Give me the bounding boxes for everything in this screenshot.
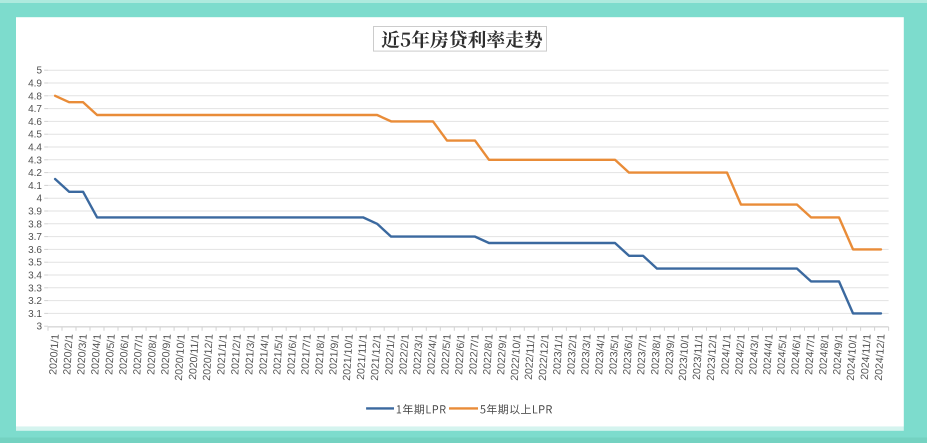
svg-text:2022/4/1: 2022/4/1 bbox=[425, 333, 439, 375]
svg-text:2024/2/1: 2024/2/1 bbox=[733, 333, 747, 375]
svg-text:3.6: 3.6 bbox=[28, 245, 42, 256]
svg-text:2020/11/1: 2020/11/1 bbox=[187, 333, 202, 380]
svg-text:3: 3 bbox=[36, 322, 42, 333]
svg-text:2023/7/1: 2023/7/1 bbox=[635, 333, 649, 375]
svg-text:2024/6/1: 2024/6/1 bbox=[789, 333, 803, 375]
svg-text:2024/1/1: 2024/1/1 bbox=[719, 333, 733, 375]
svg-text:2022/11/1: 2022/11/1 bbox=[523, 333, 538, 380]
svg-text:3.3: 3.3 bbox=[28, 283, 42, 294]
svg-text:2021/11/1: 2021/11/1 bbox=[355, 333, 370, 380]
svg-text:2023/4/1: 2023/4/1 bbox=[593, 333, 607, 375]
svg-text:4.1: 4.1 bbox=[28, 181, 42, 192]
svg-text:2021/1/1: 2021/1/1 bbox=[215, 333, 229, 375]
svg-text:2022/3/1: 2022/3/1 bbox=[411, 333, 425, 375]
svg-text:2023/12/1: 2023/12/1 bbox=[705, 333, 720, 381]
svg-text:2023/11/1: 2023/11/1 bbox=[691, 333, 706, 380]
svg-text:2022/7/1: 2022/7/1 bbox=[467, 333, 481, 375]
svg-text:2020/9/1: 2020/9/1 bbox=[159, 333, 173, 375]
svg-text:2024/5/1: 2024/5/1 bbox=[775, 333, 789, 375]
svg-text:2023/1/1: 2023/1/1 bbox=[551, 333, 565, 375]
svg-text:2021/6/1: 2021/6/1 bbox=[285, 333, 299, 375]
svg-text:2021/9/1: 2021/9/1 bbox=[327, 333, 341, 375]
svg-text:2021/7/1: 2021/7/1 bbox=[299, 333, 313, 375]
svg-text:3.5: 3.5 bbox=[28, 258, 42, 269]
svg-text:4.9: 4.9 bbox=[28, 79, 42, 90]
svg-text:2022/8/1: 2022/8/1 bbox=[481, 333, 495, 375]
svg-text:5: 5 bbox=[36, 66, 42, 77]
svg-text:2023/5/1: 2023/5/1 bbox=[607, 333, 621, 375]
svg-text:2021/5/1: 2021/5/1 bbox=[271, 333, 285, 375]
svg-text:4.8: 4.8 bbox=[28, 91, 42, 102]
svg-text:2020/6/1: 2020/6/1 bbox=[117, 333, 131, 375]
svg-text:2021/4/1: 2021/4/1 bbox=[257, 333, 271, 375]
svg-text:2024/8/1: 2024/8/1 bbox=[817, 333, 831, 375]
svg-text:2023/3/1: 2023/3/1 bbox=[579, 333, 593, 375]
svg-text:3.1: 3.1 bbox=[28, 309, 42, 320]
svg-text:2021/2/1: 2021/2/1 bbox=[229, 333, 243, 375]
svg-text:2024/12/1: 2024/12/1 bbox=[873, 333, 888, 381]
svg-text:2022/9/1: 2022/9/1 bbox=[495, 333, 509, 375]
svg-text:2020/1/1: 2020/1/1 bbox=[47, 333, 61, 375]
svg-text:2020/8/1: 2020/8/1 bbox=[145, 333, 159, 375]
svg-text:2022/10/1: 2022/10/1 bbox=[509, 333, 524, 381]
svg-text:2021/12/1: 2021/12/1 bbox=[369, 333, 384, 381]
svg-text:2020/2/1: 2020/2/1 bbox=[61, 333, 75, 375]
svg-text:4: 4 bbox=[36, 194, 42, 205]
svg-text:4.4: 4.4 bbox=[28, 143, 42, 154]
svg-text:3.9: 3.9 bbox=[28, 207, 42, 218]
svg-text:2022/6/1: 2022/6/1 bbox=[453, 333, 467, 375]
svg-text:3.4: 3.4 bbox=[28, 271, 42, 282]
svg-text:2022/1/1: 2022/1/1 bbox=[383, 333, 397, 375]
svg-text:2023/8/1: 2023/8/1 bbox=[649, 333, 663, 375]
svg-text:2022/2/1: 2022/2/1 bbox=[397, 333, 411, 375]
svg-text:2024/9/1: 2024/9/1 bbox=[831, 333, 845, 375]
svg-text:2020/10/1: 2020/10/1 bbox=[173, 333, 188, 381]
svg-text:4.5: 4.5 bbox=[28, 130, 42, 141]
svg-text:3.8: 3.8 bbox=[28, 219, 42, 230]
svg-text:2023/6/1: 2023/6/1 bbox=[621, 333, 635, 375]
svg-text:2024/10/1: 2024/10/1 bbox=[845, 333, 860, 381]
svg-text:2024/11/1: 2024/11/1 bbox=[859, 333, 874, 380]
svg-text:4.7: 4.7 bbox=[28, 104, 42, 115]
svg-text:2021/8/1: 2021/8/1 bbox=[313, 333, 327, 375]
svg-text:2024/3/1: 2024/3/1 bbox=[747, 333, 761, 375]
svg-text:4.3: 4.3 bbox=[28, 155, 42, 166]
svg-text:2020/3/1: 2020/3/1 bbox=[75, 333, 89, 375]
svg-text:3.2: 3.2 bbox=[28, 296, 42, 307]
svg-text:3.7: 3.7 bbox=[28, 232, 42, 243]
svg-text:4.2: 4.2 bbox=[28, 168, 42, 179]
svg-text:2023/2/1: 2023/2/1 bbox=[565, 333, 579, 375]
svg-text:2020/5/1: 2020/5/1 bbox=[103, 333, 117, 375]
svg-text:2020/12/1: 2020/12/1 bbox=[201, 333, 216, 381]
svg-text:2024/7/1: 2024/7/1 bbox=[803, 333, 817, 375]
svg-text:2022/5/1: 2022/5/1 bbox=[439, 333, 453, 375]
svg-text:2023/10/1: 2023/10/1 bbox=[677, 333, 692, 381]
svg-text:2022/12/1: 2022/12/1 bbox=[537, 333, 552, 381]
svg-text:2021/3/1: 2021/3/1 bbox=[243, 333, 257, 375]
svg-text:4.6: 4.6 bbox=[28, 117, 42, 128]
svg-text:2021/10/1: 2021/10/1 bbox=[341, 333, 356, 381]
svg-text:2020/4/1: 2020/4/1 bbox=[89, 333, 103, 375]
svg-text:2020/7/1: 2020/7/1 bbox=[131, 333, 145, 375]
svg-text:2024/4/1: 2024/4/1 bbox=[761, 333, 775, 375]
svg-text:2023/9/1: 2023/9/1 bbox=[663, 333, 677, 375]
